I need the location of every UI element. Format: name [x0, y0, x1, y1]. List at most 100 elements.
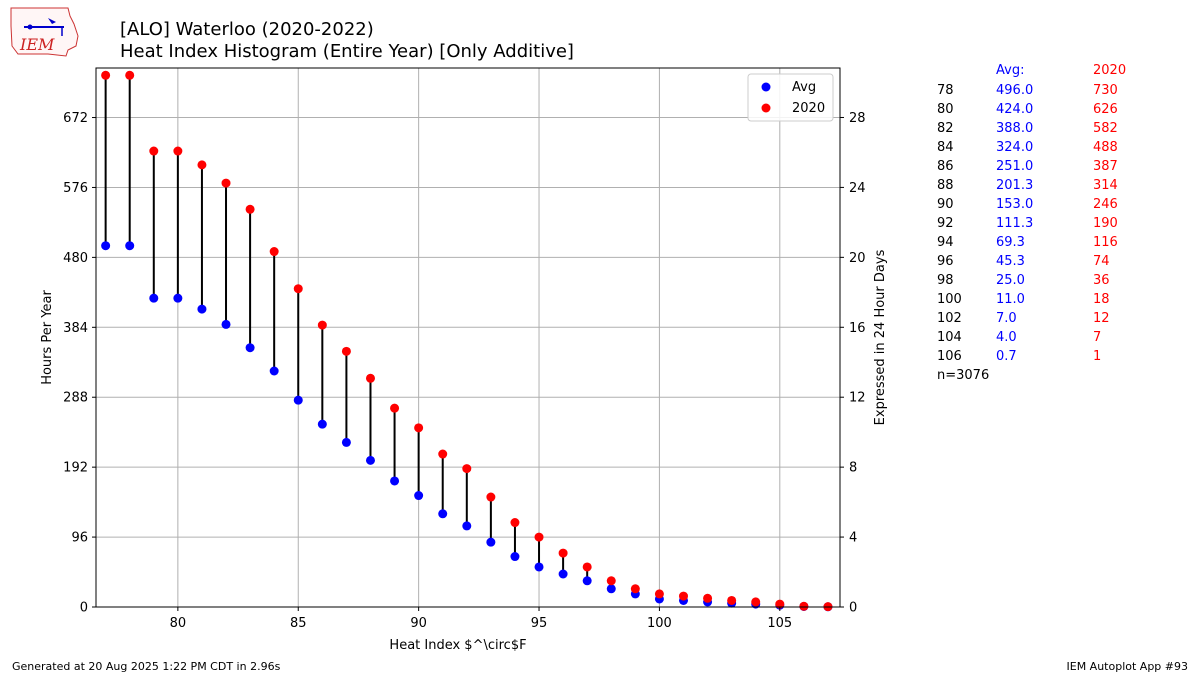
year-point — [293, 284, 303, 294]
y-tick-label: 0 — [80, 601, 88, 616]
footer-generated: Generated at 20 Aug 2025 1:22 PM CDT in … — [12, 660, 281, 673]
stats-avg: 69.3 — [996, 235, 1025, 250]
stats-year: 488 — [1093, 140, 1118, 155]
avg-point — [317, 419, 327, 429]
stats-header-year: 2020 — [1093, 63, 1127, 78]
stats-temp: 102 — [937, 311, 962, 326]
avg-point — [558, 569, 568, 579]
stats-year: 7 — [1093, 330, 1102, 345]
stats-temp: 82 — [937, 121, 954, 136]
stats-avg: 0.7 — [996, 349, 1017, 364]
stats-avg: 424.0 — [996, 102, 1034, 117]
y2-tick-label: 20 — [849, 251, 866, 266]
year-point — [799, 601, 809, 611]
y-tick-label: 96 — [71, 531, 88, 546]
avg-point — [438, 509, 448, 519]
y2-tick-label: 12 — [849, 391, 866, 406]
stats-year: 314 — [1093, 178, 1118, 193]
avg-point — [534, 562, 544, 572]
year-point — [390, 403, 400, 413]
stats-avg: 201.3 — [996, 178, 1034, 193]
year-point — [341, 346, 351, 356]
avg-point — [486, 537, 496, 547]
year-point — [197, 160, 207, 170]
stats-avg: 4.0 — [996, 330, 1017, 345]
x-tick-label: 105 — [767, 616, 792, 631]
year-point — [630, 584, 640, 594]
legend-avg-label: Avg — [792, 80, 816, 95]
stats-avg: 11.0 — [996, 292, 1025, 307]
legend-avg-marker — [761, 82, 771, 92]
avg-point — [269, 366, 279, 376]
year-point — [365, 373, 375, 383]
stats-avg: 7.0 — [996, 311, 1017, 326]
avg-point — [365, 455, 375, 465]
stats-year: 36 — [1093, 273, 1110, 288]
stats-temp: 100 — [937, 292, 962, 307]
avg-point — [606, 584, 616, 594]
avg-point — [221, 319, 231, 329]
stats-temp: 90 — [937, 197, 954, 212]
y-tick-label: 576 — [63, 181, 88, 196]
avg-point — [245, 343, 255, 353]
stats-year: 1 — [1093, 349, 1102, 364]
stats-year: 626 — [1093, 102, 1118, 117]
stats-year: 246 — [1093, 197, 1118, 212]
legend-year-label: 2020 — [792, 101, 825, 116]
stats-avg: 153.0 — [996, 197, 1034, 212]
stats-year: 190 — [1093, 216, 1118, 231]
x-tick-label: 80 — [170, 616, 187, 631]
year-point — [462, 464, 472, 474]
stats-temp: 96 — [937, 254, 954, 269]
stats-year: 730 — [1093, 83, 1118, 98]
y-tick-label: 672 — [63, 111, 88, 126]
stats-temp: 84 — [937, 140, 954, 155]
stats-avg: 45.3 — [996, 254, 1025, 269]
stats-temp: 80 — [937, 102, 954, 117]
y-tick-label: 480 — [63, 251, 88, 266]
year-point — [221, 178, 231, 188]
stats-year: 12 — [1093, 311, 1110, 326]
stats-temp: 104 — [937, 330, 962, 345]
logo-text: IEM — [19, 35, 55, 54]
year-point — [125, 70, 135, 80]
avg-point — [390, 476, 400, 486]
stats-avg: 324.0 — [996, 140, 1034, 155]
year-point — [727, 595, 737, 605]
year-point — [751, 597, 761, 607]
stats-avg: 388.0 — [996, 121, 1034, 136]
stats-year: 18 — [1093, 292, 1110, 307]
year-point — [534, 532, 544, 542]
year-point — [703, 593, 713, 603]
year-point — [558, 548, 568, 558]
stats-temp: 98 — [937, 273, 954, 288]
avg-point — [341, 437, 351, 447]
legend-year-marker — [761, 103, 771, 113]
year-point — [678, 591, 688, 601]
chart-title: [ALO] Waterloo (2020-2022) — [120, 19, 374, 40]
y-axis-label: Hours Per Year — [40, 290, 55, 385]
year-point — [775, 599, 785, 609]
stats-temp: 106 — [937, 349, 962, 364]
iem-logo: IEM — [10, 7, 79, 57]
year-point — [486, 492, 496, 502]
x-tick-label: 95 — [531, 616, 548, 631]
year-point — [510, 518, 520, 528]
y-tick-label: 192 — [63, 461, 88, 476]
avg-point — [101, 241, 111, 251]
year-point — [654, 589, 664, 599]
y2-tick-label: 24 — [849, 181, 866, 196]
stats-avg: 496.0 — [996, 83, 1034, 98]
avg-point — [582, 576, 592, 586]
x-axis-label: Heat Index $^\circ$F — [389, 638, 526, 653]
stats-year: 387 — [1093, 159, 1118, 174]
avg-point — [197, 304, 207, 314]
stats-temp: 86 — [937, 159, 954, 174]
stats-avg: 251.0 — [996, 159, 1034, 174]
year-point — [606, 576, 616, 586]
y-tick-label: 288 — [63, 391, 88, 406]
chart-subtitle: Heat Index Histogram (Entire Year) [Only… — [120, 41, 574, 62]
year-point — [438, 449, 448, 459]
y-tick-label: 384 — [63, 321, 88, 336]
